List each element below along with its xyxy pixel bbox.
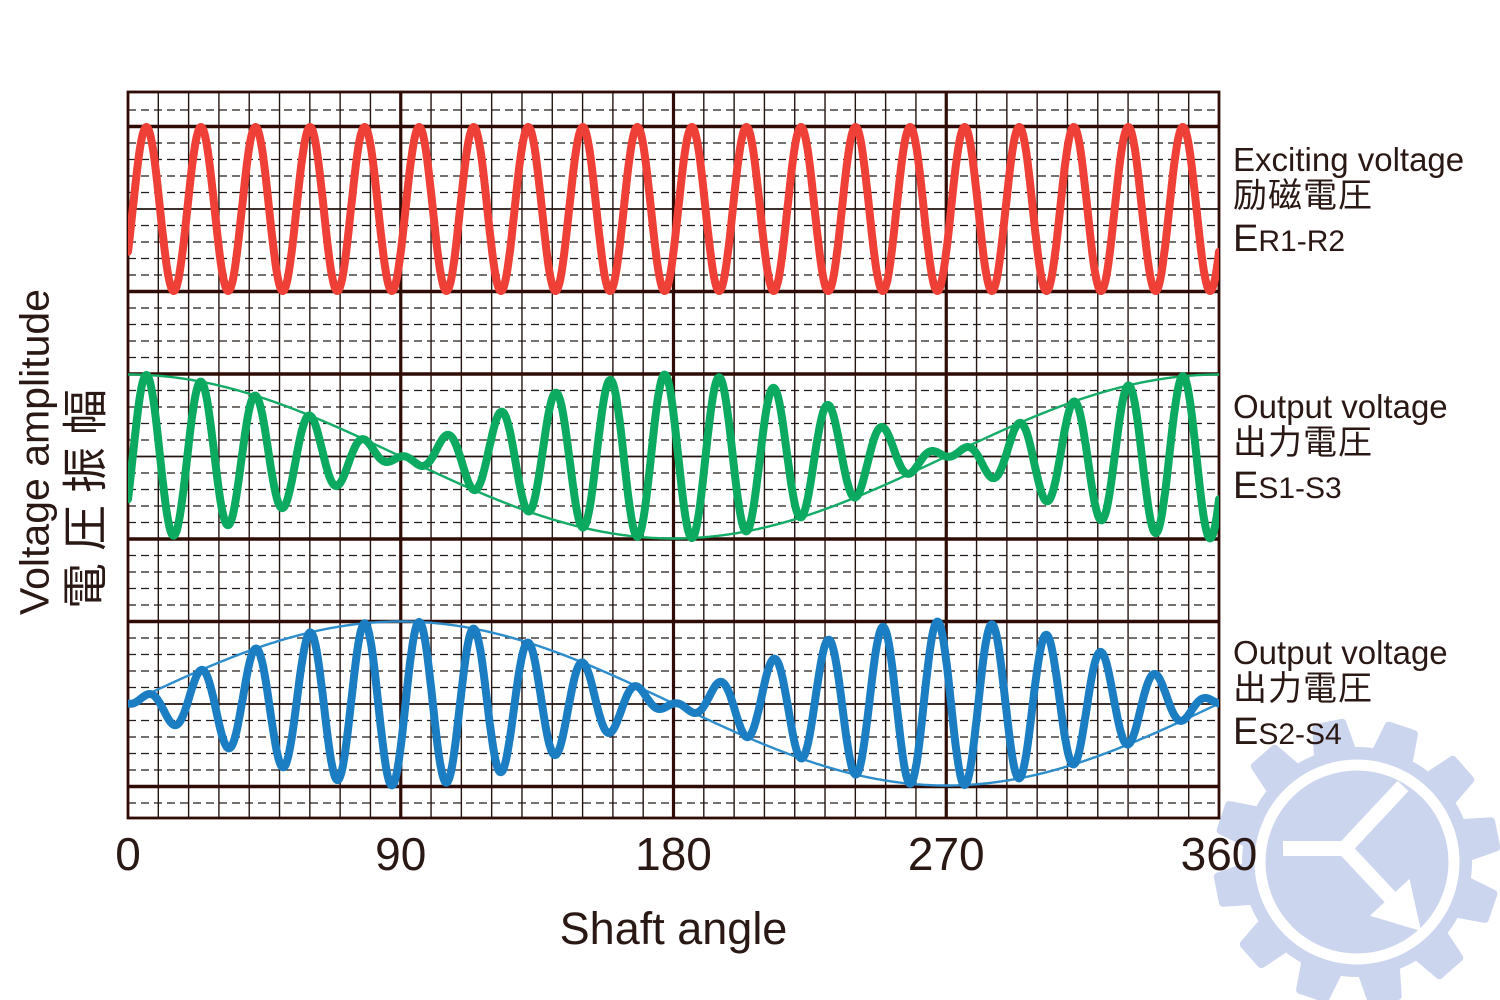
series-name-jp: 出力電圧 (1233, 670, 1373, 709)
series-label-output-voltage-s1s3: Output voltage 出力電圧 ES1-S3 (1233, 388, 1448, 507)
series-symbol: ER1-R2 (1233, 217, 1346, 260)
y-axis-label: Voltage amplitude 電圧振幅 (11, 289, 112, 615)
series-symbol: ES1-S3 (1233, 464, 1342, 507)
x-tick-label: 180 (635, 828, 712, 880)
x-tick-label: 90 (375, 828, 427, 880)
y-axis-label-jp: 電圧振幅 (59, 376, 112, 609)
series-name-jp: 励磁電圧 (1233, 177, 1373, 216)
series-symbol: ES2-S4 (1233, 710, 1342, 753)
series-name: Output voltage (1233, 388, 1448, 425)
x-axis-title: Shaft angle (559, 903, 788, 954)
x-tick-label: 270 (907, 828, 985, 880)
y-axis-label-en: Voltage amplitude (11, 289, 58, 615)
series-label-output-voltage-s2s4: Output voltage 出力電圧 ES2-S4 (1233, 634, 1448, 753)
series-name: Exciting voltage (1233, 141, 1465, 178)
gear-logo-watermark (1213, 718, 1500, 1000)
x-tick-label: 0 (115, 828, 141, 880)
series-label-exciting-voltage: Exciting voltage 励磁電圧 ER1-R2 (1233, 141, 1465, 260)
x-tick-label: 360 (1180, 828, 1258, 880)
series-name-jp: 出力電圧 (1233, 424, 1373, 463)
series-name: Output voltage (1233, 634, 1448, 671)
